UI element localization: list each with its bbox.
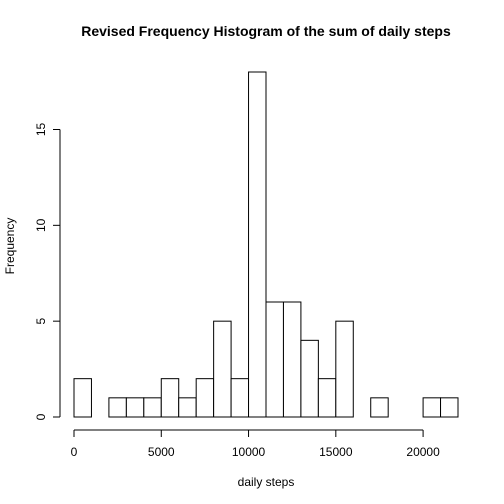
histogram-bar	[335, 320, 354, 418]
y-tick-label: 0	[34, 413, 48, 420]
histogram-bar	[160, 378, 180, 418]
y-tick-label: 10	[34, 218, 48, 232]
y-axis: 0 5 10 15	[34, 123, 61, 420]
histogram-bar	[213, 320, 232, 418]
x-tick-label: 20000	[406, 445, 440, 459]
histogram-bar	[440, 397, 459, 418]
histogram-bar	[108, 397, 127, 418]
histogram-bar	[265, 301, 284, 418]
histogram-bar	[230, 378, 250, 418]
histogram-bar	[317, 378, 337, 418]
bars-group	[73, 71, 459, 418]
histogram-bar	[143, 397, 162, 418]
y-tick-label: 5	[34, 318, 48, 325]
histogram-bar	[178, 397, 197, 418]
x-axis-label: daily steps	[238, 475, 295, 489]
histogram-bar	[422, 397, 442, 418]
x-tick-label: 15000	[319, 445, 353, 459]
x-axis: 0 5000 10000 15000 20000	[71, 429, 440, 459]
histogram-bar	[282, 301, 302, 418]
histogram-bar	[300, 339, 319, 418]
chart-title: Revised Frequency Histogram of the sum o…	[81, 23, 451, 39]
y-axis-label: Frequency	[3, 218, 17, 275]
histogram-bar	[248, 71, 267, 418]
y-tick-label: 15	[34, 123, 48, 137]
histogram-bar	[125, 397, 145, 418]
x-tick-label: 10000	[232, 445, 266, 459]
histogram-bar	[370, 397, 389, 418]
x-tick-label: 5000	[148, 445, 175, 459]
histogram-bar	[195, 378, 215, 418]
histogram-bar	[73, 378, 92, 418]
x-tick-label: 0	[71, 445, 78, 459]
